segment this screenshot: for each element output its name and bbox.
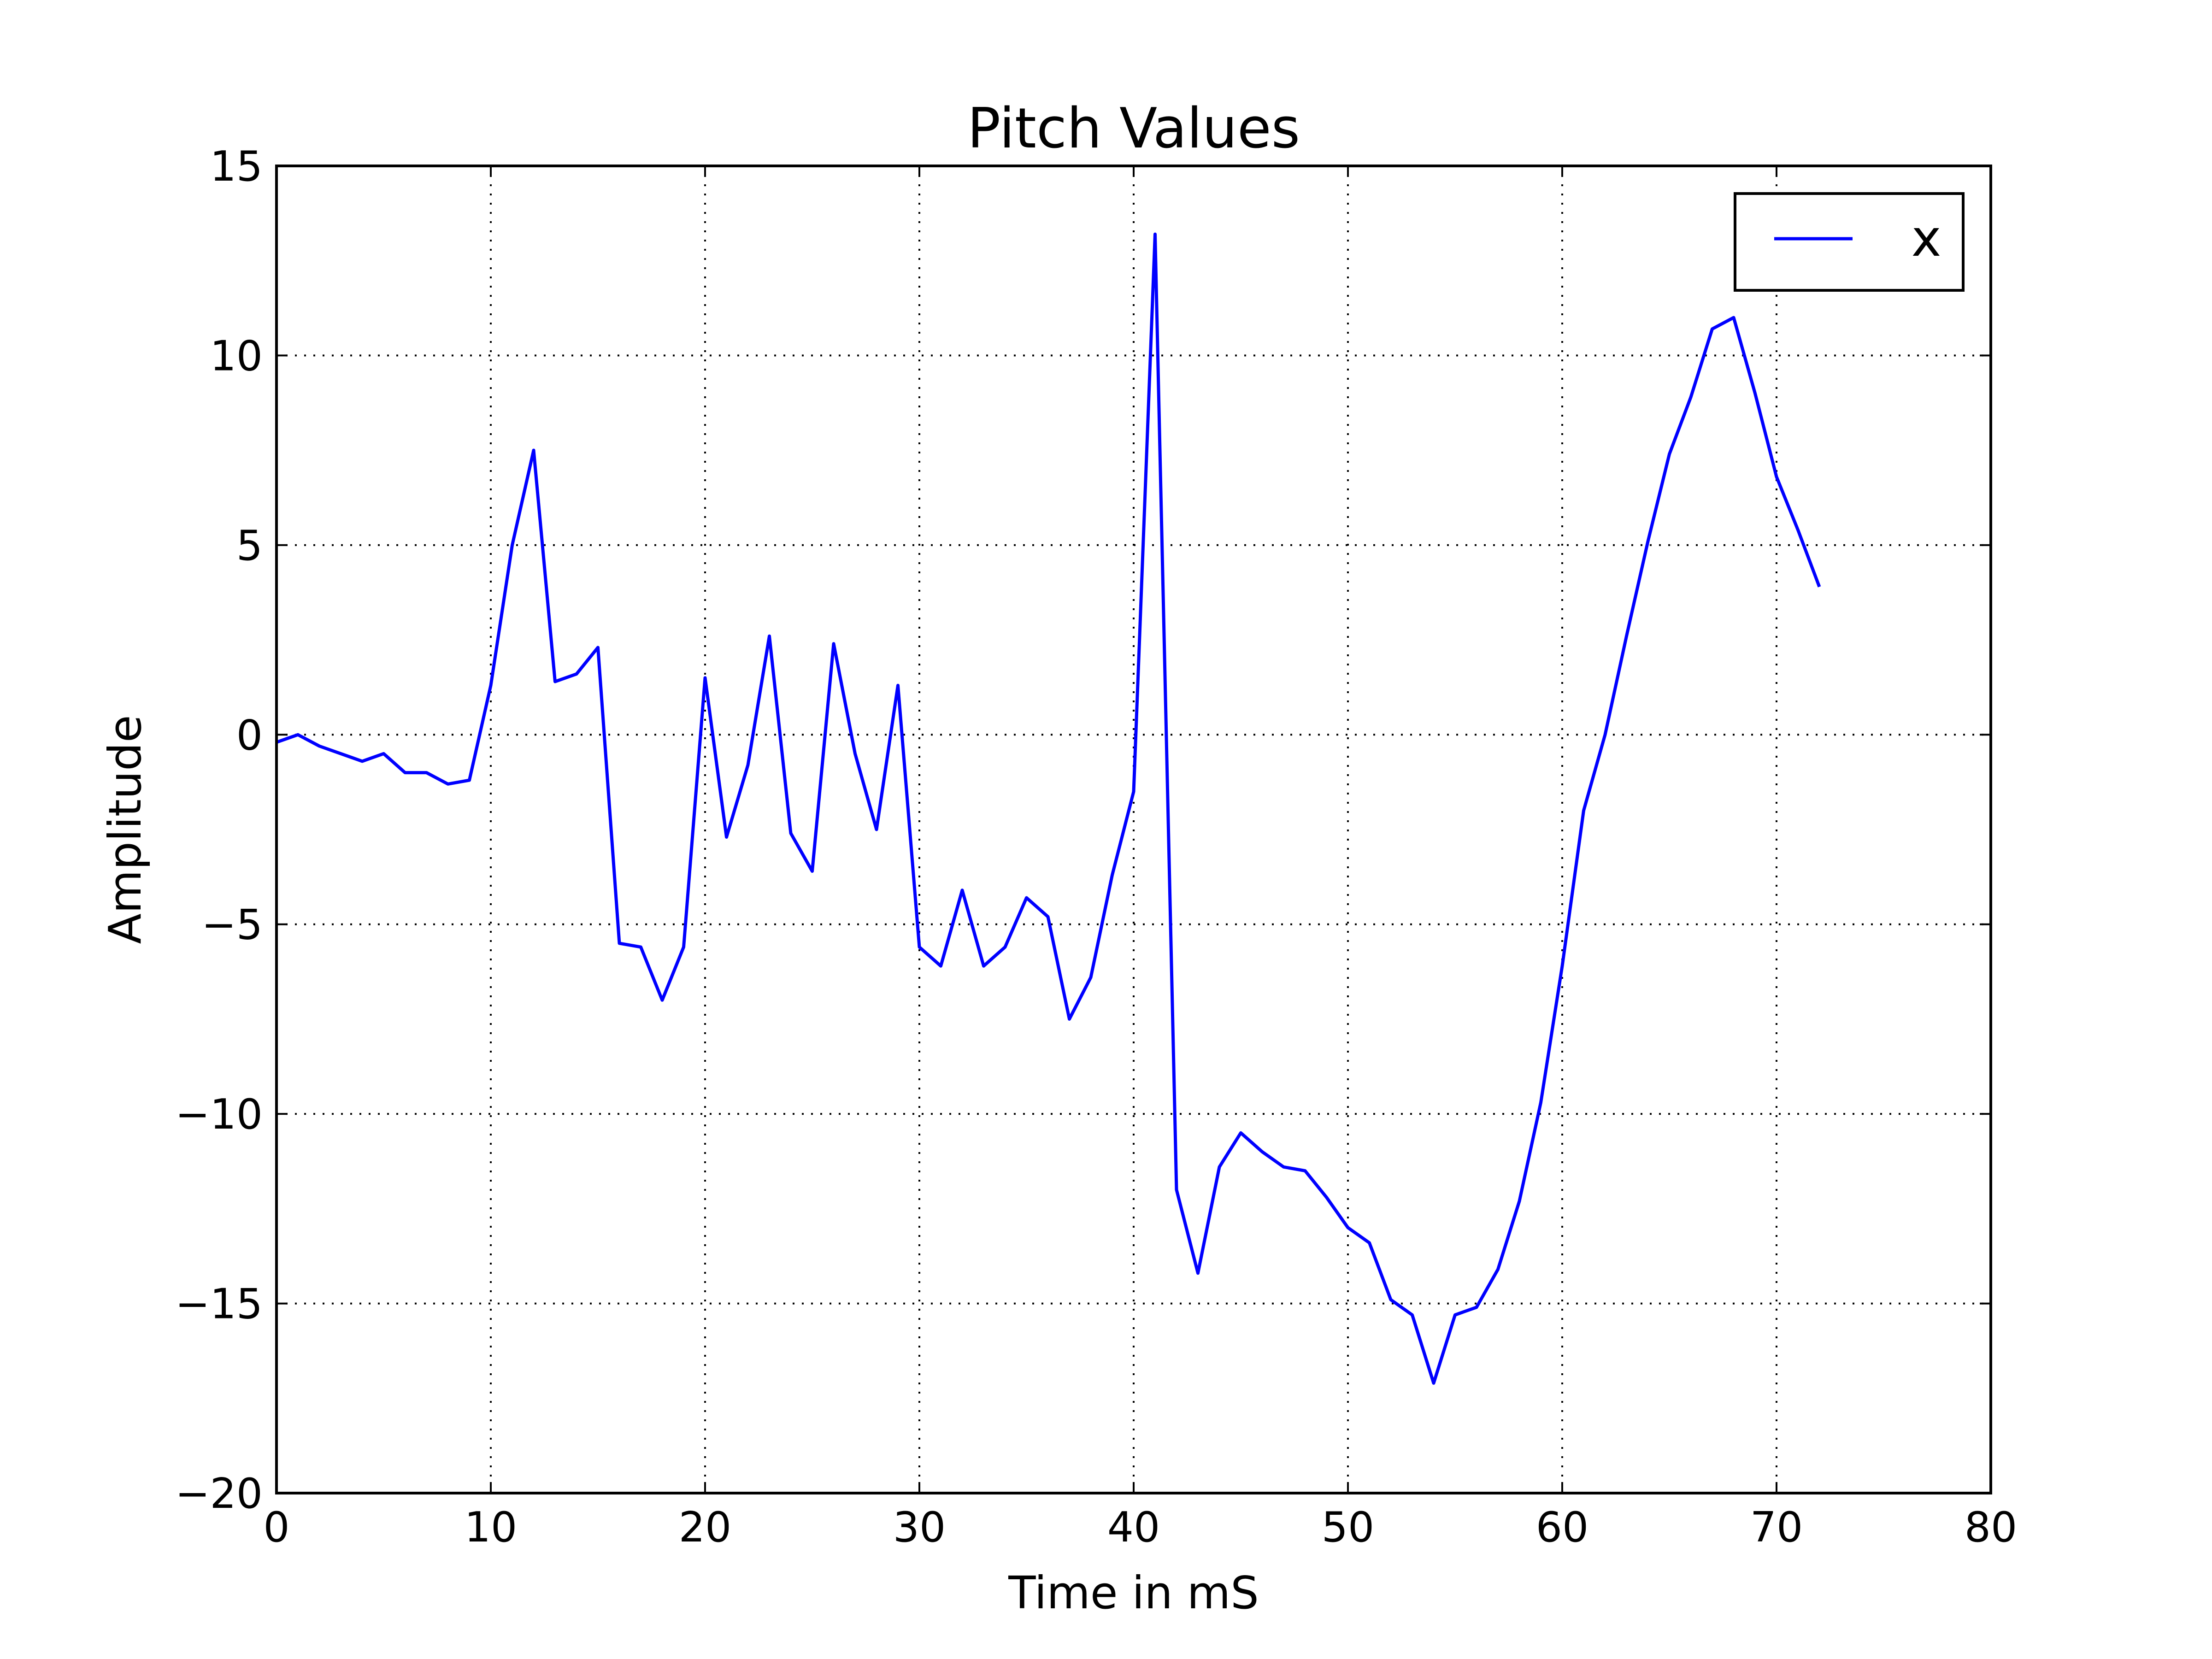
x-tick-label: 0 [263, 1503, 289, 1552]
series-line-x [276, 232, 1821, 1385]
x-tick-label: 50 [1322, 1503, 1375, 1552]
chart-title: Pitch Values [967, 97, 1300, 161]
y-axis-title: Amplitude [99, 715, 151, 944]
axis-ticks [276, 165, 1992, 1494]
x-tick-label: 40 [1107, 1503, 1160, 1552]
y-tick-label: 0 [236, 711, 263, 759]
x-tick-label: 20 [679, 1503, 732, 1552]
plot-area [276, 232, 1821, 1385]
x-axis-title: Time in mS [1008, 1567, 1259, 1619]
y-tick-label: −5 [201, 901, 263, 949]
x-tick-label: 80 [1965, 1503, 2018, 1552]
x-tick-label: 70 [1750, 1503, 1803, 1552]
y-tick-label: 5 [236, 522, 263, 570]
legend-label-x: x [1911, 209, 1941, 268]
y-tick-label: −20 [175, 1470, 263, 1518]
x-tick-label: 60 [1536, 1503, 1589, 1552]
y-tick-label: −10 [175, 1090, 263, 1139]
legend: x [1734, 192, 1965, 292]
x-tick-label: 10 [465, 1503, 518, 1552]
y-tick-label: 10 [210, 332, 263, 380]
x-tick-label: 30 [893, 1503, 946, 1552]
y-tick-label: 15 [210, 142, 263, 191]
legend-box [1734, 192, 1965, 292]
y-tick-label: −15 [175, 1280, 263, 1329]
grid [276, 166, 1991, 1493]
